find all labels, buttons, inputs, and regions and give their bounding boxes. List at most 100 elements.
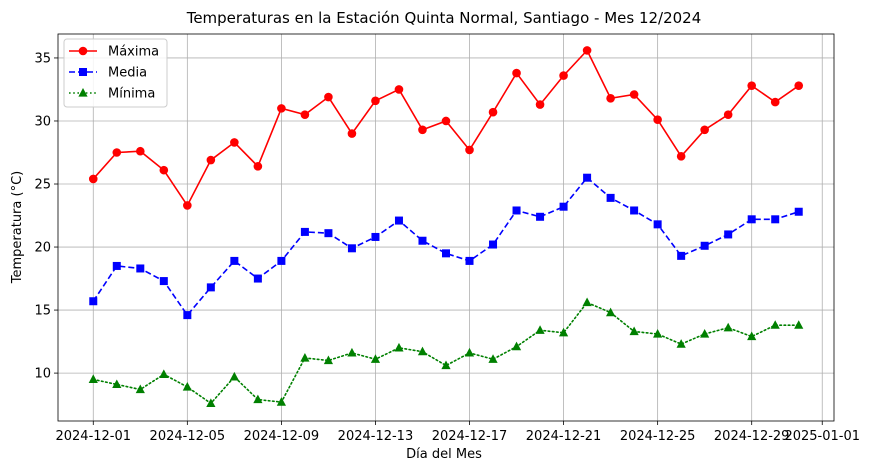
data-point xyxy=(183,201,192,210)
data-point xyxy=(136,264,145,273)
data-point xyxy=(536,212,545,221)
data-point xyxy=(230,138,239,147)
data-point xyxy=(323,355,334,365)
data-point xyxy=(135,384,145,394)
series-line xyxy=(92,301,800,405)
data-point xyxy=(417,346,428,356)
data-point xyxy=(441,360,451,370)
legend-box xyxy=(63,38,168,108)
data-point xyxy=(159,277,168,286)
data-point xyxy=(770,97,780,107)
data-point xyxy=(394,216,403,225)
data-point xyxy=(512,206,521,215)
data-point xyxy=(653,220,662,229)
x-axis: 2024-12-01 2024-12-05 2024-12-09 2024-12-13… xyxy=(55,421,860,444)
data-point xyxy=(558,327,569,337)
data-point xyxy=(723,110,733,119)
x-tick-label: 2024-12-21 xyxy=(526,429,602,444)
data-point xyxy=(136,146,145,156)
data-point xyxy=(465,256,474,265)
data-point xyxy=(464,347,475,357)
series-layer xyxy=(88,46,804,407)
y-tick-label: 10 xyxy=(34,367,51,382)
legend-label: Mínima xyxy=(108,87,155,102)
legend-label: Media xyxy=(108,66,147,81)
data-point xyxy=(300,227,309,236)
data-point xyxy=(324,92,333,102)
data-point xyxy=(441,116,451,126)
data-point xyxy=(771,215,780,224)
data-point xyxy=(276,397,286,406)
legend-marker xyxy=(79,68,87,76)
data-point xyxy=(347,244,356,253)
data-point xyxy=(300,110,310,119)
data-point xyxy=(465,145,474,155)
x-tick-label: 2025-01-01 xyxy=(784,429,860,444)
data-point xyxy=(300,352,310,362)
data-point xyxy=(606,307,616,317)
plot-frame xyxy=(57,33,835,422)
data-point xyxy=(182,381,192,391)
data-point xyxy=(206,283,215,292)
data-point xyxy=(206,398,216,407)
chart-title: Temperaturas en la Estación Quinta Norma… xyxy=(186,9,702,27)
data-point xyxy=(370,354,381,363)
data-point xyxy=(770,320,780,329)
data-point xyxy=(229,371,239,381)
y-tick-label: 25 xyxy=(34,178,51,193)
data-point xyxy=(794,81,804,90)
data-point xyxy=(747,81,756,90)
data-point xyxy=(535,100,545,109)
data-point xyxy=(724,230,733,239)
x-axis-label: Día del Mes xyxy=(406,447,482,462)
data-point xyxy=(700,241,709,250)
legend-label: Máxima xyxy=(108,45,159,60)
data-point xyxy=(347,129,357,138)
data-point xyxy=(253,274,262,283)
data-point xyxy=(394,85,404,94)
series-3 xyxy=(88,297,804,407)
data-point xyxy=(324,229,333,238)
legend-entry: Mínima xyxy=(69,87,155,102)
data-point xyxy=(230,256,239,265)
data-point xyxy=(394,342,404,352)
data-point xyxy=(159,165,169,175)
data-point xyxy=(442,249,450,258)
x-tick-label: 2024-12-13 xyxy=(338,429,414,444)
legend-marker xyxy=(78,88,88,97)
data-point xyxy=(206,155,216,165)
x-tick-label: 2024-12-17 xyxy=(432,429,508,444)
data-point xyxy=(559,202,568,211)
data-point xyxy=(488,354,498,363)
data-point xyxy=(653,329,663,338)
series-1 xyxy=(88,46,804,210)
legend-marker xyxy=(78,46,88,56)
data-point xyxy=(512,68,521,78)
series-line xyxy=(92,176,799,317)
data-point xyxy=(677,251,686,260)
data-point xyxy=(112,148,122,157)
data-point xyxy=(88,374,98,384)
data-point xyxy=(676,151,686,161)
data-point xyxy=(535,325,545,334)
data-point xyxy=(159,369,169,378)
x-tick-label: 2024-12-05 xyxy=(150,429,226,444)
data-point xyxy=(700,125,709,135)
x-tick-label: 2024-12-09 xyxy=(244,429,320,444)
data-point xyxy=(606,93,615,103)
y-tick-label: 30 xyxy=(34,114,51,129)
y-tick-label: 20 xyxy=(34,241,51,256)
data-point xyxy=(583,173,592,182)
y-axis: 10 15 20 25 30 35 xyxy=(34,51,58,382)
data-point xyxy=(418,125,427,135)
data-point xyxy=(277,256,286,265)
data-point xyxy=(747,215,756,224)
data-point xyxy=(489,240,498,249)
data-point xyxy=(559,71,568,80)
data-point xyxy=(488,107,498,117)
data-point xyxy=(89,297,98,306)
data-point xyxy=(629,90,639,99)
legend: Máxima Media Mínima xyxy=(63,38,168,108)
data-point xyxy=(747,331,757,341)
